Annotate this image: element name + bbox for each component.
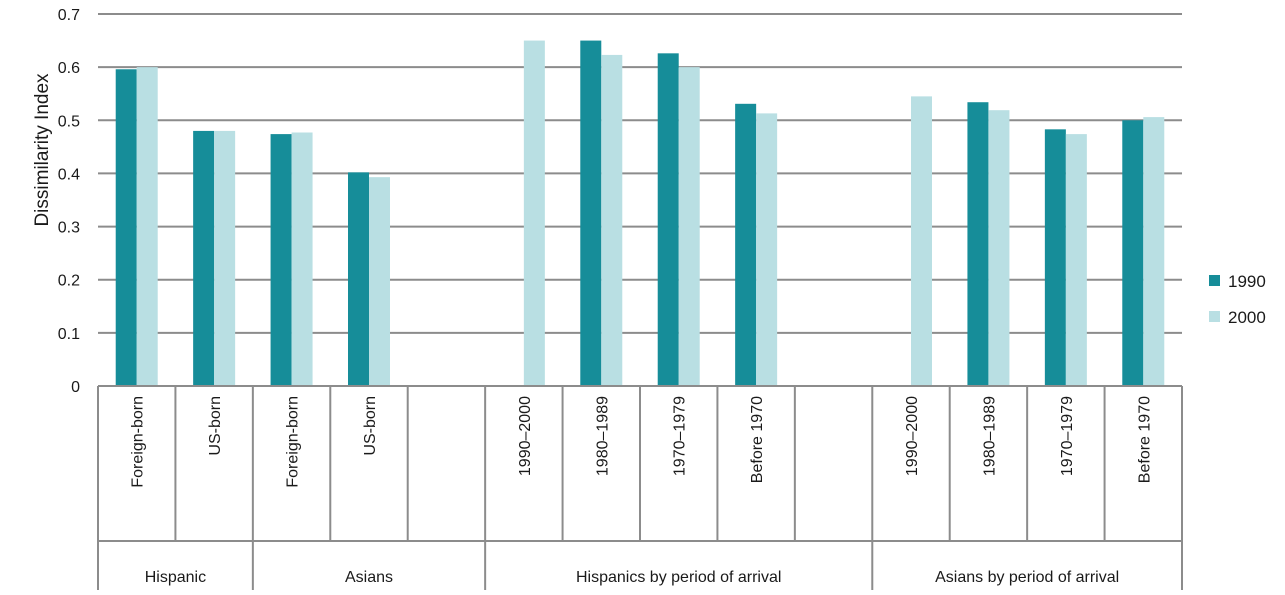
y-tick-labels: 0 0.1 0.2 0.3 0.4 0.5 0.6 0.7 [58, 7, 80, 396]
x-tick-label: 1970–1979 [1059, 396, 1076, 476]
bar-1990 [580, 40, 602, 386]
bar-1990 [270, 134, 292, 386]
x-tick-label: 1970–1979 [672, 396, 689, 476]
bar-1990 [1044, 129, 1066, 386]
bar-2000 [291, 132, 313, 386]
bar-1990 [735, 103, 757, 386]
legend-swatch-1990 [1209, 275, 1220, 286]
y-tick-label: 0.2 [58, 273, 80, 290]
bar-1990 [115, 69, 137, 387]
gridlines [98, 13, 1182, 387]
y-tick-label: 0.1 [58, 326, 80, 343]
legend-label-1990: 1990 [1228, 272, 1266, 291]
y-tick-label: 0.5 [58, 113, 80, 130]
bar-2000 [1065, 134, 1087, 386]
bar-2000 [678, 67, 700, 387]
bar-1990 [1122, 120, 1144, 387]
bar-2000 [988, 110, 1010, 386]
x-tick-label: Before 1970 [749, 396, 766, 483]
x-tick-label: 1990–2000 [517, 396, 534, 476]
bar-2000 [601, 54, 623, 387]
y-tick-label: 0.4 [58, 166, 80, 183]
bar-2000 [523, 40, 545, 386]
y-axis-title: Dissimilarity Index [32, 73, 53, 227]
x-tick-label: US-born [362, 396, 379, 456]
y-tick-label: 0.6 [58, 60, 80, 77]
x-tick-label: 1980–1989 [594, 396, 611, 476]
bar-2000 [214, 130, 236, 386]
y-tick-label: 0.3 [58, 220, 80, 237]
bar-2000 [756, 113, 778, 387]
bar-2000 [911, 96, 932, 386]
legend-label-2000: 2000 [1228, 308, 1266, 327]
x-tick-label: Before 1970 [1136, 396, 1153, 483]
bar-1990 [657, 53, 679, 386]
group-label: Hispanics by period of arrival [576, 569, 781, 586]
group-label: Asians [345, 569, 393, 586]
bar-2000 [1143, 117, 1165, 387]
bar-2000 [136, 67, 158, 387]
group-label: Hispanic [145, 569, 206, 586]
bars [115, 40, 1165, 387]
bar-1990 [967, 102, 989, 387]
legend: 1990 2000 [1209, 272, 1266, 327]
x-tick-label: US-born [207, 396, 224, 456]
y-tick-label: 0.7 [58, 7, 80, 24]
x-tick-label: 1980–1989 [981, 396, 998, 476]
group-label: Asians by period of arrival [935, 569, 1119, 586]
bar-1990 [193, 130, 215, 386]
bar-2000 [369, 177, 390, 386]
x-tick-label: Foreign-born [285, 396, 302, 488]
category-axis: Foreign-born US-born Foreign-born US-born 19… [97, 385, 1183, 590]
y-tick-label: 0 [71, 379, 80, 396]
legend-swatch-2000 [1209, 311, 1220, 322]
x-tick-label: 1990–2000 [904, 396, 921, 476]
bar-1990 [348, 172, 369, 386]
x-tick-label: Foreign-born [130, 396, 147, 488]
